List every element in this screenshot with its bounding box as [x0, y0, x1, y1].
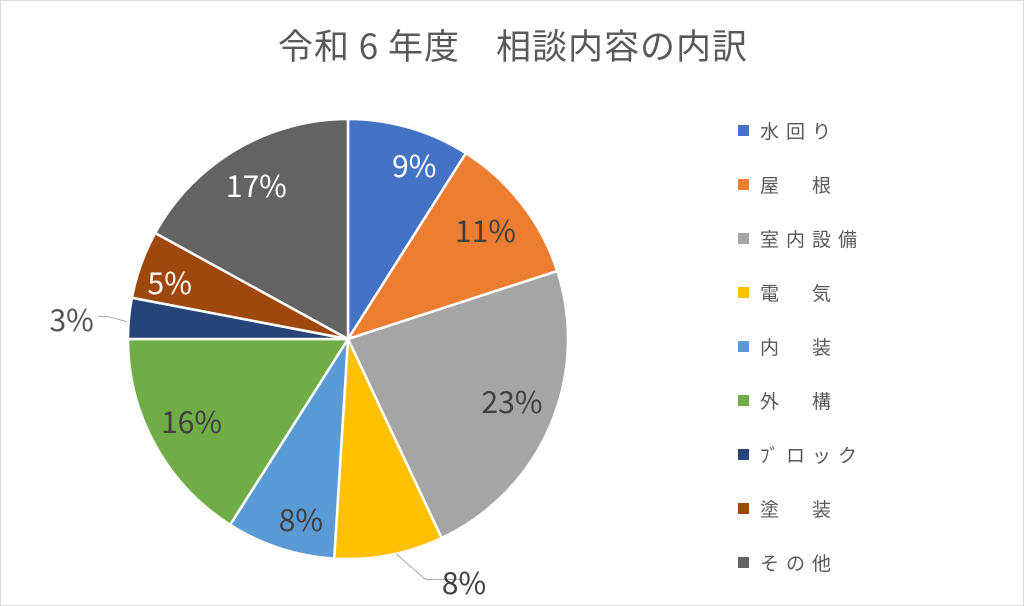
svg-text:16%: 16%	[161, 398, 222, 442]
svg-text:9%: 9%	[392, 142, 436, 186]
svg-text:23%: 23%	[482, 378, 543, 422]
svg-text:3%: 3%	[49, 296, 93, 340]
svg-text:11%: 11%	[455, 207, 516, 251]
svg-text:8%: 8%	[442, 559, 486, 603]
svg-text:17%: 17%	[226, 162, 287, 206]
svg-text:8%: 8%	[279, 496, 323, 540]
svg-text:5%: 5%	[148, 259, 192, 303]
